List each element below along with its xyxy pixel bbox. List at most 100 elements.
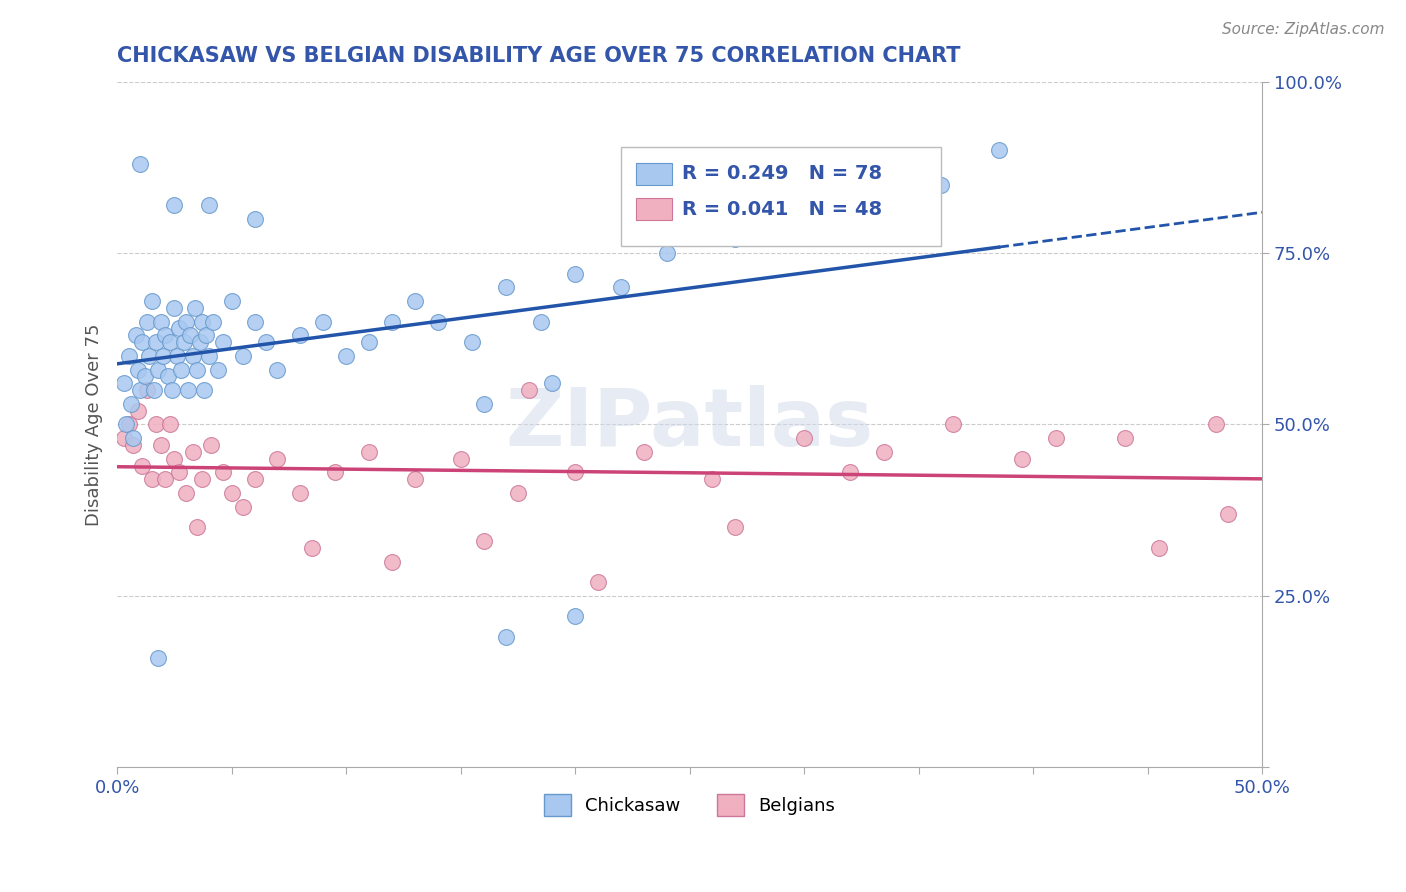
FancyBboxPatch shape — [636, 162, 672, 185]
Point — [243, 315, 266, 329]
Point — [124, 328, 146, 343]
Point — [145, 335, 167, 350]
Point — [931, 178, 953, 192]
Point — [873, 445, 896, 459]
Point — [200, 438, 222, 452]
Point — [112, 431, 135, 445]
Point — [142, 383, 165, 397]
Point — [266, 451, 288, 466]
Text: R = 0.249   N = 78: R = 0.249 N = 78 — [682, 164, 882, 183]
Point — [193, 383, 215, 397]
Point — [793, 211, 815, 226]
Point — [159, 417, 181, 432]
Point — [450, 451, 472, 466]
Point — [148, 650, 170, 665]
Point — [838, 466, 860, 480]
Point — [1205, 417, 1227, 432]
Text: R = 0.041   N = 48: R = 0.041 N = 48 — [682, 200, 882, 219]
Point — [170, 362, 193, 376]
Text: CHICKASAW VS BELGIAN DISABILITY AGE OVER 75 CORRELATION CHART: CHICKASAW VS BELGIAN DISABILITY AGE OVER… — [117, 46, 960, 66]
Point — [517, 383, 540, 397]
Point — [197, 349, 219, 363]
Point — [174, 315, 197, 329]
Point — [148, 362, 170, 376]
Point — [357, 335, 380, 350]
Point — [655, 246, 678, 260]
Point — [335, 349, 357, 363]
Point — [243, 211, 266, 226]
Point — [381, 555, 404, 569]
Point — [163, 301, 186, 315]
Point — [191, 472, 214, 486]
Point — [495, 280, 517, 294]
Point — [127, 403, 149, 417]
Point — [136, 315, 159, 329]
Point — [156, 369, 179, 384]
Point — [1216, 507, 1239, 521]
Point — [186, 362, 208, 376]
Point — [122, 438, 145, 452]
Point — [136, 383, 159, 397]
Point — [129, 157, 152, 171]
Point — [301, 541, 323, 555]
Point — [112, 376, 135, 391]
Point — [155, 328, 177, 343]
Point — [1114, 431, 1136, 445]
Point — [207, 362, 229, 376]
Point — [987, 143, 1010, 157]
Point — [942, 417, 965, 432]
FancyBboxPatch shape — [636, 198, 672, 220]
Y-axis label: Disability Age Over 75: Disability Age Over 75 — [86, 323, 103, 525]
Point — [232, 500, 254, 514]
Point — [211, 466, 233, 480]
Point — [173, 335, 195, 350]
Point — [221, 486, 243, 500]
Point — [188, 335, 211, 350]
Point — [426, 315, 449, 329]
Point — [177, 383, 200, 397]
Point — [122, 431, 145, 445]
Point — [564, 609, 586, 624]
Point — [232, 349, 254, 363]
Point — [724, 232, 747, 246]
Point — [290, 486, 312, 500]
FancyBboxPatch shape — [621, 147, 942, 246]
Point — [202, 315, 225, 329]
Point — [155, 472, 177, 486]
Point — [131, 335, 153, 350]
Point — [117, 417, 139, 432]
Point — [127, 362, 149, 376]
Point — [163, 198, 186, 212]
Point — [633, 445, 655, 459]
Point — [564, 466, 586, 480]
Point — [134, 369, 156, 384]
Point — [564, 267, 586, 281]
Point — [166, 349, 188, 363]
Point — [323, 466, 346, 480]
Point — [179, 328, 201, 343]
Point — [862, 198, 884, 212]
Point — [181, 445, 204, 459]
Point — [120, 397, 142, 411]
Point — [181, 349, 204, 363]
Point — [115, 417, 138, 432]
Point — [141, 472, 163, 486]
Point — [174, 486, 197, 500]
Point — [541, 376, 564, 391]
Point — [381, 315, 404, 329]
Point — [167, 466, 190, 480]
Point — [141, 294, 163, 309]
Point — [530, 315, 553, 329]
Point — [254, 335, 277, 350]
Point — [506, 486, 529, 500]
Point — [163, 451, 186, 466]
Point — [197, 198, 219, 212]
Point — [290, 328, 312, 343]
Point — [495, 630, 517, 644]
Point — [586, 575, 609, 590]
Text: Source: ZipAtlas.com: Source: ZipAtlas.com — [1222, 22, 1385, 37]
Point — [184, 301, 207, 315]
Point — [472, 534, 495, 549]
Text: ZIPatlas: ZIPatlas — [506, 385, 873, 464]
Point — [131, 458, 153, 473]
